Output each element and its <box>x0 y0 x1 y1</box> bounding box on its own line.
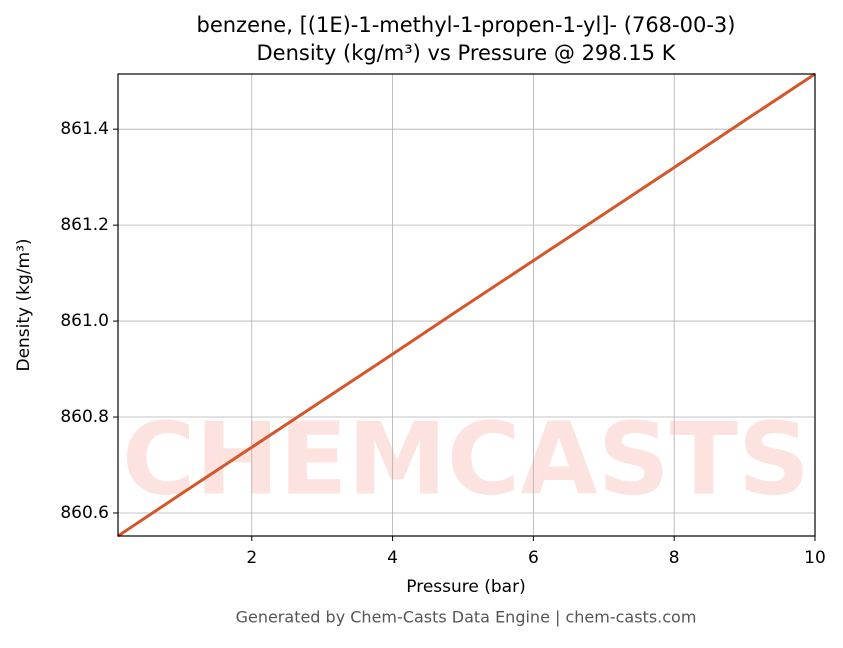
chart-title: benzene, [(1E)-1-methyl-1-propen-1-yl]- … <box>197 13 736 37</box>
y-tick-label: 861.2 <box>60 215 109 235</box>
y-tick-label: 861.4 <box>60 119 109 139</box>
x-tick-label: 8 <box>669 548 680 568</box>
data-line <box>117 72 816 538</box>
x-axis-label: Pressure (bar) <box>406 577 525 597</box>
y-axis-label: Density (kg/m³) <box>14 238 34 371</box>
x-tick-label: 10 <box>804 548 826 568</box>
y-tick-label: 860.8 <box>60 407 109 427</box>
footer: Generated by Chem-Casts Data Engine | ch… <box>236 608 697 627</box>
chart-subtitle: Density (kg/m³) vs Pressure @ 298.15 K <box>256 41 676 65</box>
x-tick-label: 6 <box>528 548 539 568</box>
x-tick-label: 2 <box>246 548 257 568</box>
y-tick-label: 861.0 <box>60 311 109 331</box>
plot-frame <box>117 73 816 537</box>
x-tick-label: 4 <box>387 548 398 568</box>
y-tick-label: 860.6 <box>60 503 109 523</box>
watermark: CHEMCASTS <box>122 400 810 517</box>
